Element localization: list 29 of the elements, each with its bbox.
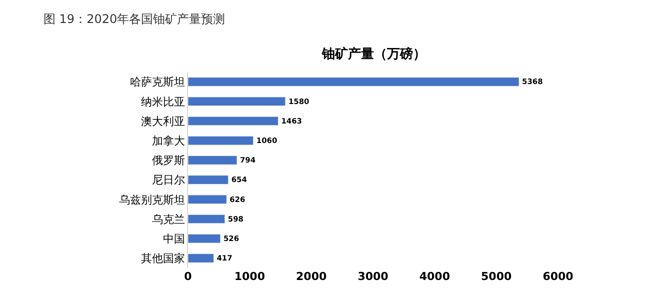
bar xyxy=(188,254,214,263)
bar xyxy=(188,116,278,126)
chart-title: 图 19：2020年各国铀矿产量预测 xyxy=(43,12,226,26)
bar xyxy=(188,96,286,106)
y-tick-label: 其他国家 xyxy=(140,252,185,266)
bar xyxy=(188,136,254,146)
x-tick-label: 6000 xyxy=(542,270,574,283)
y-tick-label: 澳大利亚 xyxy=(140,114,185,128)
x-tick-label: 1000 xyxy=(234,270,266,283)
x-tick-label: 5000 xyxy=(481,270,512,283)
bar xyxy=(188,175,229,184)
x-tick-label: 2000 xyxy=(296,270,327,283)
y-tick-label: 纳米比亚 xyxy=(140,95,185,108)
y-tick-label: 中国 xyxy=(162,232,185,246)
bar xyxy=(188,156,238,165)
x-tick-label: 0 xyxy=(184,270,192,283)
chart-subtitle: 铀矿产量（万磅） xyxy=(321,46,426,62)
bar xyxy=(188,214,226,224)
x-tick-label: 4000 xyxy=(419,270,450,283)
y-tick-label: 哈萨克斯坦 xyxy=(130,76,185,89)
y-tick-label: 乌克兰 xyxy=(152,212,185,226)
y-tick-label: 尼日尔 xyxy=(152,174,185,187)
y-tick-label: 加拿大 xyxy=(152,134,185,148)
bar xyxy=(188,234,221,244)
y-tick-label: 俄罗斯 xyxy=(152,154,185,168)
bar xyxy=(188,77,520,86)
bar xyxy=(188,194,227,204)
x-tick-label: 3000 xyxy=(358,270,389,283)
y-tick-label: 乌兹别克斯坦 xyxy=(118,193,185,206)
